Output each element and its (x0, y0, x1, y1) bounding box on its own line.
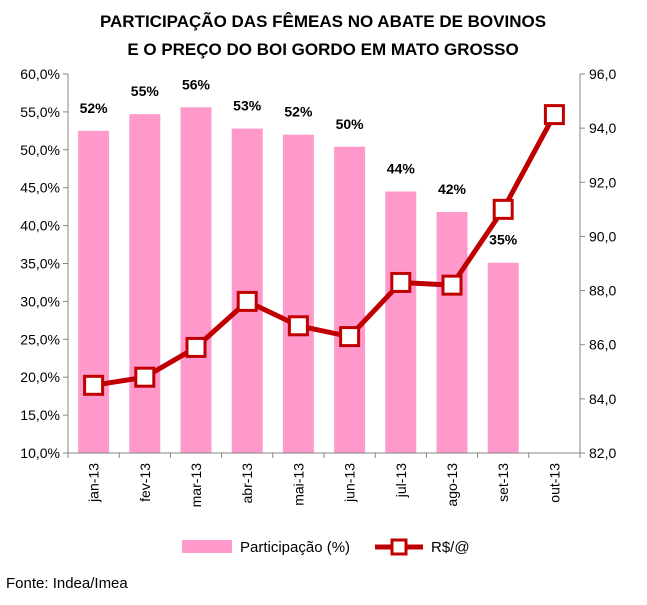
data-label-set-13: 35% (489, 232, 518, 248)
legend-bar-swatch (182, 540, 232, 553)
price-marker-jul-13 (390, 271, 412, 293)
bar-mar-13 (180, 107, 212, 454)
left-tick-label: 25,0% (20, 331, 60, 347)
data-label-mar-13: 56% (182, 76, 211, 92)
x-tick-label-mai-13: mai-13 (290, 463, 306, 506)
bar-jan-13 (78, 130, 110, 453)
x-tick-label-abr-13: abr-13 (239, 463, 255, 504)
chart-title-line-1: PARTICIPAÇÃO DAS FÊMEAS NO ABATE DE BOVI… (100, 11, 546, 31)
price-marker-fev-13 (134, 366, 156, 388)
x-tick-label-out-13: out-13 (546, 463, 562, 503)
legend-line-marker (390, 538, 408, 556)
right-tick-label: 96,0 (589, 66, 616, 82)
legend-bar-label: Participação (%) (240, 539, 350, 556)
price-marker-mai-13 (287, 315, 309, 337)
x-tick-label-fev-13: fev-13 (137, 463, 153, 502)
data-label-jan-13: 52% (80, 100, 109, 116)
data-label-jul-13: 44% (387, 160, 416, 176)
right-tick-label: 84,0 (589, 391, 616, 407)
x-tick-label-jul-13: jul-13 (393, 463, 409, 498)
left-tick-label: 45,0% (20, 180, 60, 196)
plot-area: 52% 55% 56% 53% 52% 50% 44% 42% 35% 10,0% 15,0% 20,… (20, 66, 616, 507)
left-tick-label: 40,0% (20, 218, 60, 234)
right-tick-label: 90,0 (589, 228, 616, 244)
x-tick-label-jun-13: jun-13 (342, 463, 358, 503)
left-tick-label: 50,0% (20, 142, 60, 158)
left-tick-label: 35,0% (20, 256, 60, 272)
left-tick-label: 10,0% (20, 445, 60, 461)
right-tick-label: 86,0 (589, 337, 616, 353)
source-note: Fonte: Indea/Imea (6, 575, 128, 592)
price-marker-out-13 (543, 104, 565, 126)
chart-title-line-2: E O PREÇO DO BOI GORDO EM MATO GROSSO (127, 40, 518, 59)
data-label-fev-13: 55% (131, 83, 160, 99)
data-label-jun-13: 50% (336, 116, 365, 132)
left-tick-label: 55,0% (20, 104, 60, 120)
right-tick-label: 92,0 (589, 174, 616, 190)
left-tick-label: 30,0% (20, 293, 60, 309)
bar-ago-13 (436, 211, 468, 453)
left-tick-label: 60,0% (20, 66, 60, 82)
price-line (93, 113, 557, 388)
left-tick-label: 15,0% (20, 407, 60, 423)
bar-set-13 (487, 262, 519, 453)
bar-mai-13 (282, 134, 314, 453)
x-tick-label-jan-13: jan-13 (86, 463, 102, 503)
right-tick-label: 88,0 (589, 283, 616, 299)
price-marker-set-13 (492, 198, 514, 220)
x-tick-label-mar-13: mar-13 (188, 463, 204, 508)
bar-jun-13 (334, 146, 366, 453)
price-marker-abr-13 (236, 290, 258, 312)
price-marker-ago-13 (441, 274, 463, 296)
x-tick-label-ago-13: ago-13 (444, 463, 460, 507)
bar-abr-13 (231, 128, 263, 454)
bar-jul-13 (385, 191, 417, 454)
bar-fev-13 (129, 114, 161, 453)
chart-title: PARTICIPAÇÃO DAS FÊMEAS NO ABATE DE BOVI… (100, 11, 546, 59)
x-tick-label-set-13: set-13 (495, 463, 511, 502)
right-tick-label: 82,0 (589, 445, 616, 461)
data-label-ago-13: 42% (438, 181, 467, 197)
data-label-mai-13: 52% (284, 104, 313, 120)
legend-line-label: R$/@ (431, 539, 470, 556)
left-tick-label: 20,0% (20, 369, 60, 385)
price-marker-jun-13 (339, 326, 361, 348)
legend: Participação (%) R$/@ (182, 538, 470, 556)
right-tick-label: 94,0 (589, 120, 616, 136)
price-marker-mar-13 (185, 336, 207, 358)
price-marker-jan-13 (83, 374, 105, 396)
data-label-abr-13: 53% (233, 98, 262, 114)
